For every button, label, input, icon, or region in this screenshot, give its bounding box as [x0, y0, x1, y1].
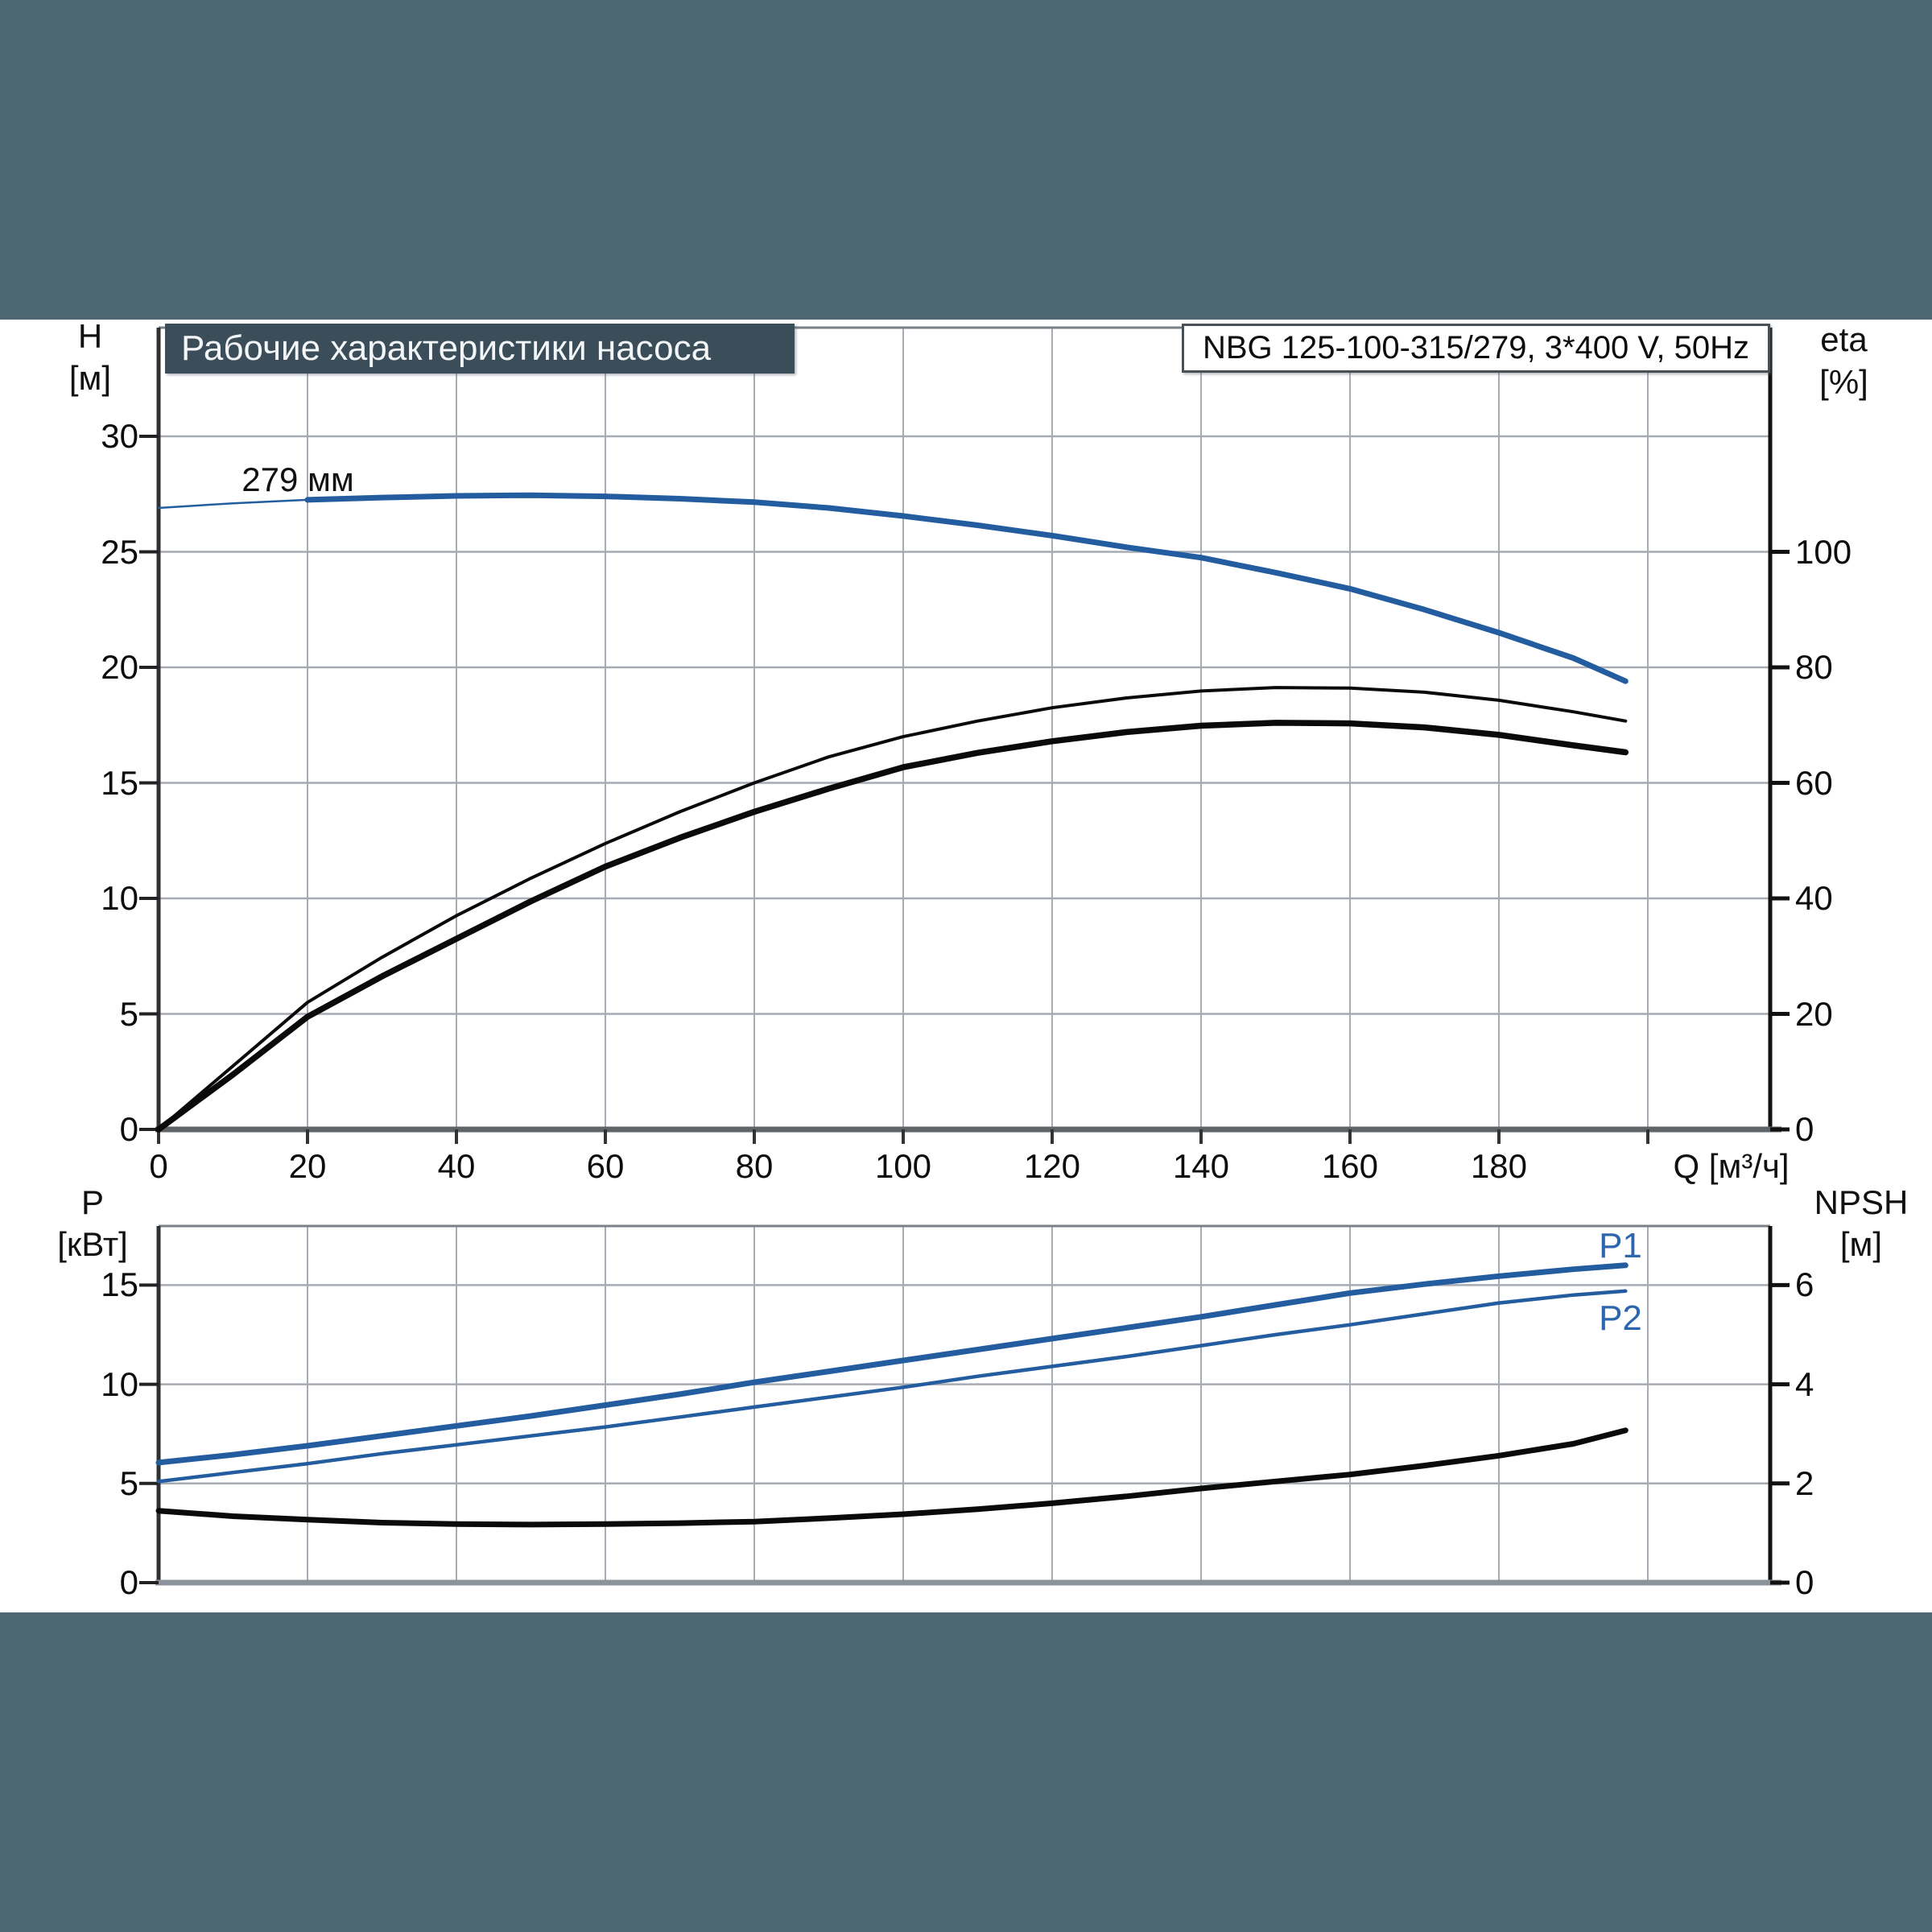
tick-label: 25 — [101, 532, 138, 571]
y-axis-unit-h: [м] — [68, 359, 112, 397]
curve-H (279 мм impeller) — [157, 498, 309, 510]
curve-P1 — [155, 1262, 1629, 1466]
series-label-p1: P1 — [1599, 1226, 1642, 1265]
tick-label: 160 — [1321, 1147, 1379, 1185]
tick-label: 6 — [1795, 1265, 1814, 1304]
tick-label: 20 — [288, 1147, 327, 1185]
curve-NPSH — [155, 1427, 1629, 1528]
tick-label: 15 — [101, 763, 138, 802]
bottom-footer-band — [0, 1612, 1932, 1932]
tick-label: 40 — [437, 1147, 476, 1185]
curve-eta pump — [157, 686, 1628, 1131]
pump-model-text: NBG 125-100-315/279, 3*400 V, 50Hz — [1202, 330, 1749, 365]
curve-P2 — [156, 1289, 1628, 1484]
y-axis-unit-npsh: [м] — [1839, 1225, 1883, 1263]
tick-label: 0 — [119, 1110, 138, 1148]
y-axis-label-p: P — [80, 1183, 104, 1221]
tick-label: 0 — [1795, 1563, 1814, 1601]
y-axis-label-h: H — [77, 317, 103, 355]
chart-title: Рабочие характеристики насоса — [181, 328, 712, 368]
y-axis-label-eta: eta — [1820, 320, 1868, 358]
tick-label: 2 — [1795, 1463, 1814, 1502]
tick-label: 0 — [119, 1563, 138, 1601]
tick-label: 5 — [119, 1463, 138, 1502]
tick-label: 100 — [1795, 532, 1852, 571]
chart-title-bar: Рабочие характеристики насоса — [165, 324, 795, 374]
y-axis-unit-p: [кВт] — [57, 1225, 128, 1263]
y-axis-unit-eta: [%] — [1819, 363, 1868, 401]
tick-label: 120 — [1023, 1147, 1081, 1185]
tick-label: 20 — [1795, 994, 1833, 1033]
y-axis-label-npsh: NPSH — [1814, 1183, 1909, 1221]
tick-label: 10 — [101, 879, 138, 917]
tick-label: 100 — [874, 1147, 932, 1185]
curve-H (279 мм impeller) — [304, 492, 1629, 684]
tick-label: 60 — [586, 1147, 625, 1185]
tick-label: 0 — [149, 1147, 168, 1185]
tick-label: 40 — [1795, 879, 1833, 917]
tick-label: 5 — [119, 994, 138, 1033]
impeller-size-label: 279 мм — [242, 460, 354, 498]
tick-label: 80 — [735, 1147, 774, 1185]
pump-model-box: NBG 125-100-315/279, 3*400 V, 50Hz — [1182, 324, 1770, 373]
tick-label: 4 — [1795, 1364, 1814, 1403]
top-header-band — [0, 0, 1932, 320]
tick-label: 180 — [1470, 1147, 1528, 1185]
tick-label: 30 — [101, 417, 138, 455]
tick-label: 10 — [101, 1364, 138, 1403]
tick-label: 20 — [101, 648, 138, 686]
tick-label: 60 — [1795, 763, 1833, 802]
curve-eta total — [155, 720, 1629, 1133]
tick-label: 140 — [1172, 1147, 1230, 1185]
x-axis-label-q: Q [м³/ч] — [1673, 1147, 1790, 1185]
tick-label: 0 — [1795, 1110, 1814, 1148]
series-label-p2: P2 — [1599, 1298, 1642, 1338]
tick-label: 80 — [1795, 648, 1833, 686]
tick-label: 15 — [101, 1265, 138, 1304]
